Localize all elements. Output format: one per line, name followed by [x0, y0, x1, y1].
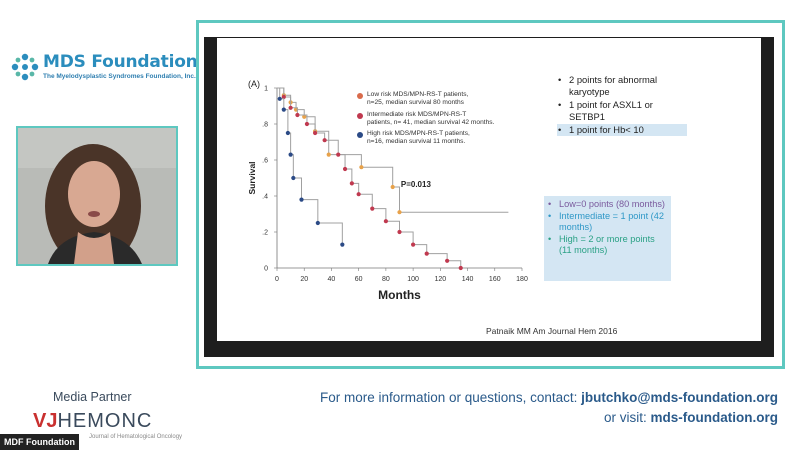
series-1-point [383, 219, 388, 224]
series-1-point [342, 166, 348, 172]
vj-logo-prefix: VJ [33, 410, 58, 432]
series-1-point [411, 242, 416, 247]
x-tick-label: 60 [355, 276, 363, 283]
contact-email-link[interactable]: jbutchko@mds-foundation.org [581, 390, 778, 405]
legend-intermediate-line2: patients, n= 41, median survival 42 mont… [367, 119, 495, 126]
p-value-label: P=0.013 [401, 180, 432, 189]
x-tick-label: 140 [462, 276, 474, 283]
series-0-point [302, 114, 307, 119]
series-2-point [299, 197, 304, 202]
scoring-criteria-list: 2 points for abnormal karyotype 1 point … [557, 74, 687, 138]
presentation-slide: 0 20 40 60 80 100 120 140 160 180 0 .2 .4 .6 .8 1 Months… [217, 38, 761, 341]
series-1-point [281, 94, 286, 100]
x-tick-label: 160 [489, 276, 501, 283]
series-1-point [336, 152, 341, 157]
bullet-karyotype: 2 points for abnormal karyotype [557, 74, 687, 97]
series-0-point [390, 184, 395, 190]
series-line-2 [277, 87, 343, 245]
legend-low-line1: Low risk MDS/MPN-RS-T patients, [367, 91, 469, 98]
media-partner-label: Media Partner [53, 390, 132, 404]
series-1-point [458, 265, 463, 271]
series-2-point [277, 96, 282, 101]
y-axis-title: Survival [247, 161, 257, 194]
x-tick-label: 80 [382, 276, 390, 283]
slide-citation: Patnaik MM Am Journal Hem 2016 [486, 326, 618, 336]
risk-scoring-box: Low=0 points (80 months) Intermediate = … [544, 196, 671, 281]
y-tick-label: .2 [262, 230, 268, 237]
legend-high-line1: High risk MDS/MPN-RS-T patients, [367, 130, 470, 137]
vj-logo-tagline: Journal of Hematological Oncology [89, 434, 183, 440]
legend-high-marker [357, 132, 363, 138]
series-2-point [281, 107, 286, 112]
series-line-1 [277, 87, 462, 268]
x-tick-label: 0 [275, 276, 279, 283]
x-tick-label: 20 [300, 276, 308, 283]
panel-label: (A) [248, 79, 260, 89]
score-low: Low=0 points (80 months) [547, 199, 668, 211]
speaker-name-tag: MDF Foundation [0, 434, 79, 450]
x-tick-label: 180 [516, 276, 528, 283]
bullet-hb: 1 point for Hb< 10 [557, 124, 687, 136]
series-1-point [304, 121, 310, 127]
bullet-asxl1-setbp1: 1 point for ASXL1 or SETBP1 [557, 99, 687, 122]
legend-intermediate-line1: Intermediate risk MDS/MPN-RS-T [367, 111, 467, 118]
series-2-point [291, 175, 296, 181]
x-tick-label: 120 [434, 276, 446, 283]
brand-title: MDS Foundation [43, 52, 198, 72]
legend-item-high: High risk MDS/MPN-RS-T patients, n=16, m… [357, 130, 517, 146]
series-1-point [295, 112, 300, 118]
series-1-point [445, 258, 450, 263]
contact-info: For more information or questions, conta… [320, 388, 778, 428]
visit-prefix: or visit: [604, 410, 651, 425]
legend-high-line2: n=16, median survival 11 months. [367, 138, 466, 145]
presenter-video-image [18, 128, 176, 264]
series-1-point [322, 138, 327, 143]
series-2-point [288, 152, 293, 157]
series-1-point [397, 229, 402, 235]
presenter-webcam [16, 126, 178, 266]
vj-logo-suffix: HEMONC [57, 410, 153, 432]
legend-item-low: Low risk MDS/MPN-RS-T patients, n=25, me… [357, 91, 517, 107]
series-1-point [356, 192, 361, 197]
y-tick-label: 1 [264, 86, 268, 93]
series-1-point [370, 206, 375, 211]
y-tick-label: 0 [264, 266, 268, 273]
series-0-point [359, 165, 364, 170]
score-intermediate: Intermediate = 1 point (42 months) [547, 211, 668, 234]
legend-low-marker [357, 93, 363, 99]
legend-low-line2: n=25, median survival 80 months [367, 99, 464, 106]
brand-logo: MDS Foundation The Myelodysplastic Syndr… [10, 52, 198, 84]
brand-subtitle: The Myelodysplastic Syndromes Foundation… [43, 73, 196, 80]
y-tick-label: .4 [262, 194, 268, 201]
y-tick-label: .6 [262, 158, 268, 165]
y-tick-label: .8 [262, 122, 268, 129]
x-tick-label: 40 [328, 276, 336, 283]
mds-foundation-logo-icon [11, 53, 39, 81]
legend-item-intermediate: Intermediate risk MDS/MPN-RS-T patients,… [357, 111, 517, 127]
series-1-point [349, 181, 354, 186]
series-1-point [288, 105, 293, 110]
x-axis-title: Months [378, 288, 421, 302]
website-link[interactable]: mds-foundation.org [650, 410, 778, 425]
series-1-point [424, 251, 429, 256]
series-0-point [326, 152, 331, 157]
series-0-point [397, 210, 402, 215]
x-tick-label: 100 [407, 276, 419, 283]
kaplan-meier-chart: 0 20 40 60 80 100 120 140 160 180 0 .2 .4 .6 .8 1 Months… [247, 79, 528, 302]
series-1-point [313, 130, 318, 136]
series-2-point [285, 130, 290, 136]
legend-intermediate-marker [357, 113, 363, 119]
vjhemonc-logo: VJHEMONC Journal of Hematological Oncolo… [33, 410, 182, 442]
series-2-point [340, 242, 345, 247]
series-2-point [315, 220, 320, 226]
score-high: High = 2 or more points (11 months) [547, 234, 668, 257]
contact-prefix: For more information or questions, conta… [319, 390, 582, 405]
